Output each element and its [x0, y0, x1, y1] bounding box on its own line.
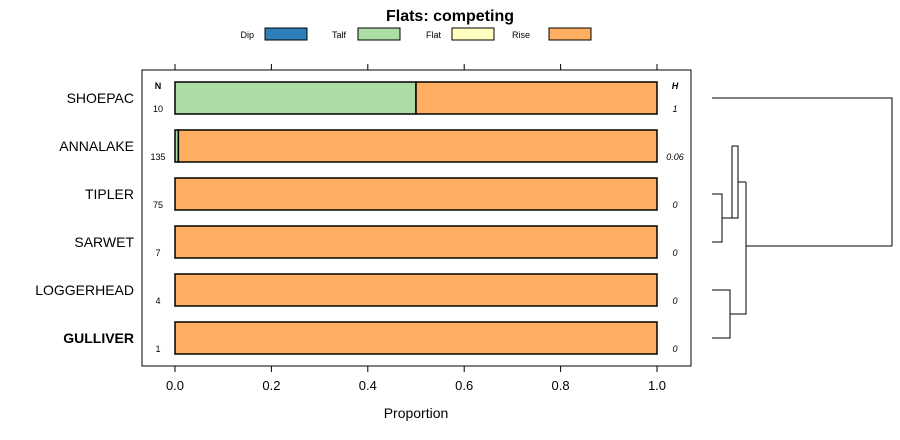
legend-label-talf: Talf — [332, 30, 347, 40]
bar-segment-loggerhead-rise — [174, 273, 658, 307]
h-value-tipler: 0 — [672, 200, 677, 210]
x-axis: 0.0 0.2 0.4 0.6 0.8 1.0 — [166, 64, 666, 393]
bar-segment-sarwet-rise — [174, 225, 658, 259]
x-tick-label-0-8: 0.8 — [552, 378, 570, 393]
h-value-shoepac: 1 — [672, 104, 677, 114]
bar-segment-annalake-rise — [177, 129, 658, 163]
dendrogram-branch-lower — [740, 246, 747, 315]
h-value-loggerhead: 0 — [672, 296, 677, 306]
legend-label-dip: Dip — [240, 30, 254, 40]
category-label-shoepac: SHOEPAC — [67, 90, 134, 106]
bar-segment-tipler-rise — [174, 177, 658, 211]
dendrogram-branch-tipler-sarwet — [712, 193, 732, 243]
legend-swatch-talf — [357, 27, 401, 41]
x-tick-label-1-0: 1.0 — [648, 378, 666, 393]
n-value-loggerhead: 4 — [155, 296, 160, 306]
legend: Dip Talf Flat Rise — [240, 27, 592, 41]
legend-label-rise: Rise — [512, 30, 530, 40]
x-tick-label-0-6: 0.6 — [455, 378, 473, 393]
h-value-sarwet: 0 — [672, 248, 677, 258]
h-column-header: H — [672, 81, 679, 91]
legend-swatch-rise — [548, 27, 592, 41]
dendrogram-branch-shoepac — [712, 97, 893, 246]
category-label-gulliver: GULLIVER — [63, 330, 134, 346]
plot-frame — [141, 69, 692, 367]
x-tick-label-0-2: 0.2 — [262, 378, 280, 393]
bar-segment-shoepac-rise — [415, 81, 658, 115]
legend-swatch-dip — [264, 27, 308, 41]
category-label-sarwet: SARWET — [74, 234, 134, 250]
bar-segment-gulliver-rise — [174, 321, 658, 355]
dendrogram — [712, 97, 893, 339]
n-value-tipler: 75 — [153, 200, 163, 210]
h-value-gulliver: 0 — [672, 344, 677, 354]
n-value-gulliver: 1 — [155, 344, 160, 354]
dendrogram-branch-upper — [732, 145, 746, 219]
n-column-header: N — [155, 81, 162, 91]
category-label-annalake: ANNALAKE — [59, 138, 134, 154]
dendrogram-branch-loggerhead-gulliver — [712, 289, 740, 339]
category-label-tipler: TIPLER — [85, 186, 134, 202]
legend-swatch-flat — [451, 27, 495, 41]
bar-segment-shoepac-talf — [174, 81, 417, 115]
category-label-loggerhead: LOGGERHEAD — [35, 282, 134, 298]
n-value-annalake: 135 — [150, 152, 165, 162]
n-value-shoepac: 10 — [153, 104, 163, 114]
chart-title: Flats: competing — [386, 8, 514, 25]
h-value-annalake: 0.06 — [666, 152, 684, 162]
x-tick-label-0-0: 0.0 — [166, 378, 184, 393]
n-value-sarwet: 7 — [155, 248, 160, 258]
dendrogram-branch-main — [745, 182, 892, 247]
legend-label-flat: Flat — [426, 30, 442, 40]
x-tick-label-0-4: 0.4 — [359, 378, 377, 393]
x-axis-label: Proportion — [384, 405, 449, 421]
